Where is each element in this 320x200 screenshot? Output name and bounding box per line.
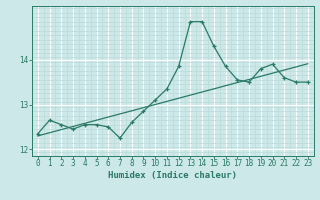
X-axis label: Humidex (Indice chaleur): Humidex (Indice chaleur) [108, 171, 237, 180]
